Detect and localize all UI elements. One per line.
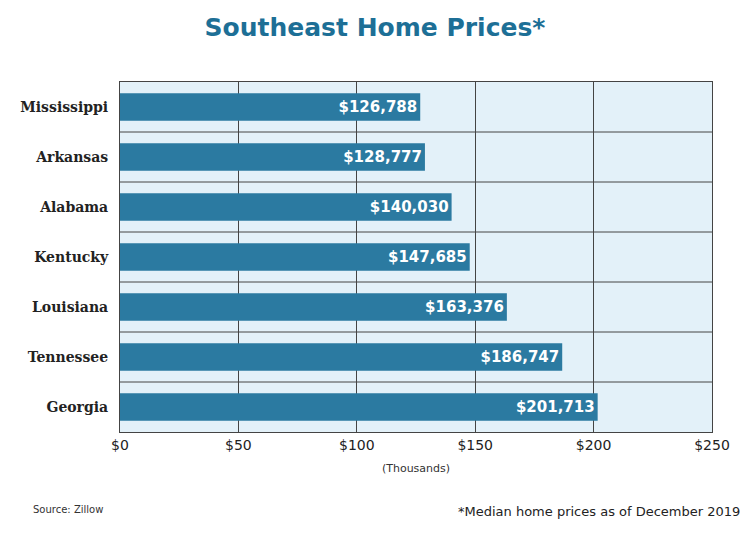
svg-text:$163,376: $163,376	[425, 298, 504, 316]
svg-text:Louisiana: Louisiana	[32, 299, 108, 315]
svg-text:Kentucky: Kentucky	[34, 249, 109, 265]
svg-text:$0: $0	[111, 437, 129, 453]
svg-text:Alabama: Alabama	[39, 199, 108, 215]
svg-text:Southeast Home Prices*: Southeast Home Prices*	[205, 13, 546, 42]
svg-text:Tennessee: Tennessee	[28, 349, 109, 365]
svg-text:*Median home prices as of Dece: *Median home prices as of December 2019	[458, 504, 740, 519]
svg-text:Source: Zillow: Source: Zillow	[33, 504, 103, 515]
svg-text:$50: $50	[225, 437, 252, 453]
svg-text:$147,685: $147,685	[388, 248, 467, 266]
svg-text:$150: $150	[457, 437, 493, 453]
svg-text:$126,788: $126,788	[338, 98, 417, 116]
svg-text:$201,713: $201,713	[516, 398, 595, 416]
svg-text:$200: $200	[576, 437, 612, 453]
svg-text:$140,030: $140,030	[370, 198, 449, 216]
svg-text:Arkansas: Arkansas	[35, 149, 108, 165]
svg-text:$128,777: $128,777	[343, 148, 422, 166]
svg-text:Georgia: Georgia	[46, 399, 108, 415]
svg-text:Mississippi: Mississippi	[20, 99, 108, 115]
svg-text:$250: $250	[694, 437, 730, 453]
svg-text:$100: $100	[339, 437, 375, 453]
svg-text:$186,747: $186,747	[480, 348, 559, 366]
svg-text:(Thousands): (Thousands)	[382, 462, 450, 475]
